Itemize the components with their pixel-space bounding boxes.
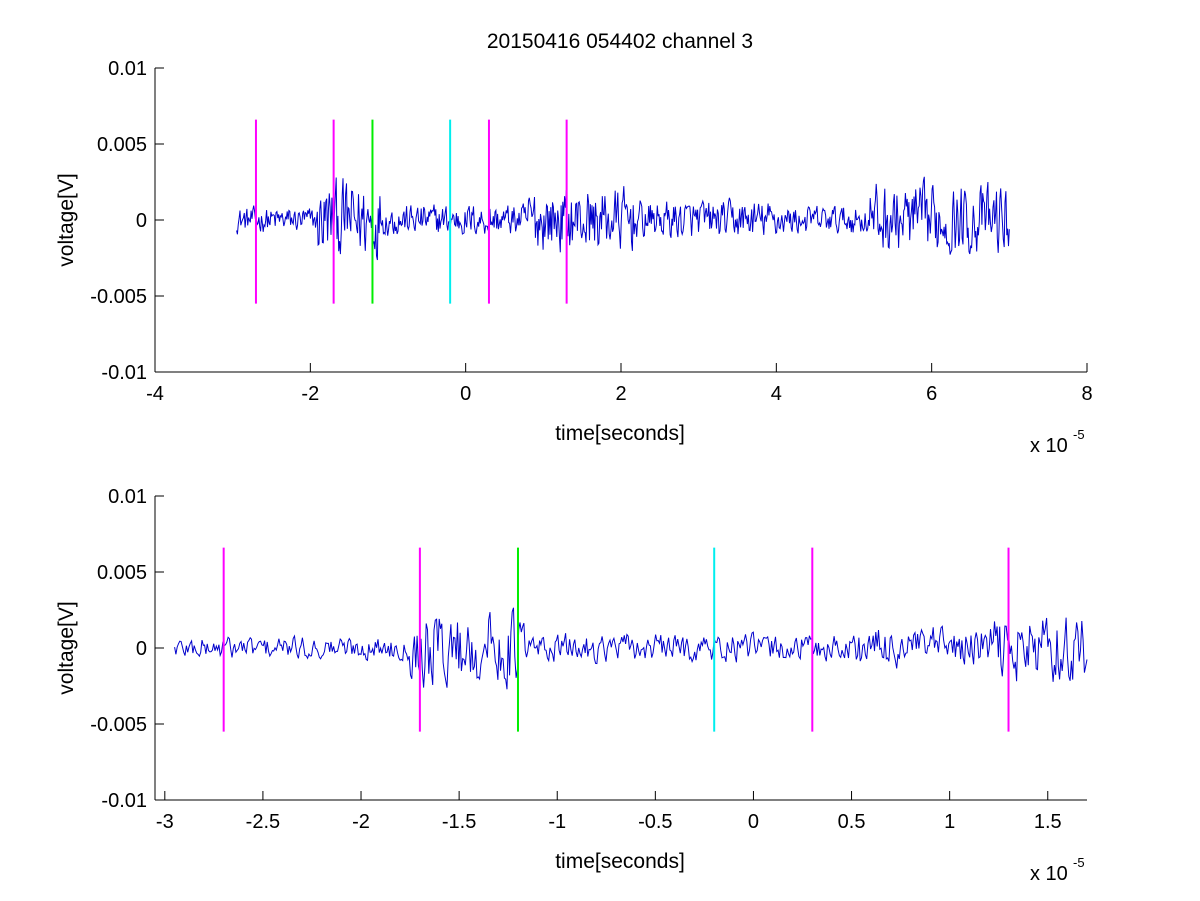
top-signal-line (236, 176, 1010, 261)
figure-title: 20150416 054402 channel 3 (487, 30, 753, 53)
bottom-x-exponent-label: x 10 (1030, 863, 1068, 885)
top-y-tick-label: -0.005 (90, 286, 147, 308)
top-x-tick-label: 0 (460, 383, 471, 405)
top-y-tick-label: 0.01 (108, 58, 147, 80)
bottom-y-tick-label: 0 (136, 638, 147, 660)
bottom-signal-line (174, 607, 1088, 690)
top-y-axis-label: voltage[V] (55, 173, 78, 266)
top-plot: 0.01 0.005 0 -0.005 -0.01-4 -2 0 2 4 6 8 time[secon… (55, 58, 1093, 457)
bottom-x-tick-label: -2.5 (246, 811, 280, 833)
bottom-x-tick-label: -2 (352, 811, 370, 833)
bottom-x-tick-label: -3 (156, 811, 174, 833)
bottom-y-tick-label: -0.01 (101, 790, 147, 812)
top-x-tick-label: 4 (771, 383, 782, 405)
top-y-tick-label: 0 (136, 210, 147, 232)
top-y-tick-label: -0.01 (101, 362, 147, 384)
bottom-y-tick-label: 0.01 (108, 486, 147, 508)
top-x-tick-label: 6 (926, 383, 937, 405)
bottom-y-tick-label: 0.005 (97, 562, 147, 584)
bottom-x-tick-label: -0.5 (638, 811, 672, 833)
bottom-x-tick-label: 1 (944, 811, 955, 833)
bottom-x-exponent: -5 (1073, 855, 1085, 870)
top-x-exponent: -5 (1073, 427, 1085, 442)
bottom-x-axis-label: time[seconds] (555, 850, 685, 873)
bottom-y-tick-label: -0.005 (90, 714, 147, 736)
top-x-tick-label: -4 (146, 383, 164, 405)
bottom-y-axis-label: voltage[V] (55, 601, 78, 694)
bottom-x-tick-label: 1.5 (1034, 811, 1062, 833)
bottom-plot: 0.01 0.005 0 -0.005 -0.01 -3 -2.5 -2 -1.5 -1 -0.5 0… (55, 486, 1088, 885)
bottom-x-tick-label: 0.5 (838, 811, 866, 833)
top-y-tick-label: 0.005 (97, 134, 147, 156)
top-x-tick-label: 8 (1081, 383, 1092, 405)
bottom-x-tick-label: -1 (548, 811, 566, 833)
top-x-tick-label: 2 (615, 383, 626, 405)
bottom-x-tick-label: 0 (748, 811, 759, 833)
top-x-tick-label: -2 (301, 383, 319, 405)
top-x-axis-label: time[seconds] (555, 422, 685, 445)
bottom-x-tick-label: -1.5 (442, 811, 476, 833)
top-x-exponent-label: x 10 (1030, 435, 1068, 457)
